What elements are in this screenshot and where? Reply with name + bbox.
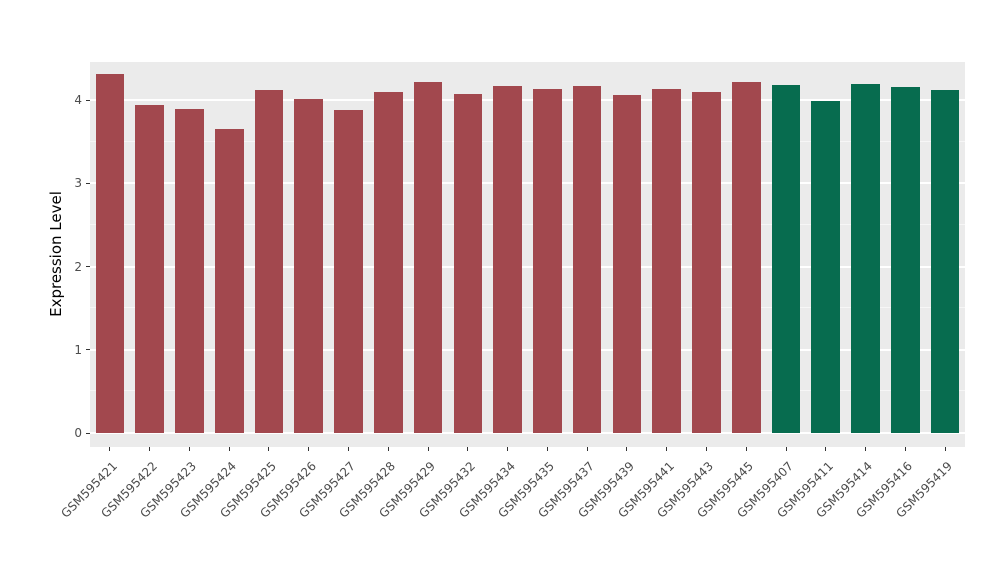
x-tick-mark <box>188 447 190 451</box>
bar-GSM595425 <box>254 90 284 433</box>
bar-GSM595427 <box>334 110 363 433</box>
bar-GSM595426 <box>294 98 324 433</box>
bar-GSM595414 <box>851 83 880 433</box>
minor-gridline <box>90 307 965 309</box>
bar-GSM595411 <box>811 101 841 433</box>
x-tick-label-wrap: GSM595419 <box>775 455 955 521</box>
major-gridline <box>90 265 965 268</box>
x-tick-mark <box>149 447 151 451</box>
major-gridline <box>90 432 965 434</box>
x-tick-mark <box>586 447 588 451</box>
x-tick-mark <box>228 447 230 451</box>
x-tick-mark <box>705 447 707 451</box>
bar-GSM595443 <box>692 91 721 433</box>
minor-gridline <box>90 224 965 226</box>
x-tick-mark <box>626 447 628 451</box>
bar-GSM595432 <box>453 94 483 433</box>
x-tick-mark <box>546 447 548 451</box>
y-tick-label: 4 <box>74 93 82 108</box>
bar-GSM595429 <box>413 81 443 433</box>
x-tick-mark <box>825 447 827 451</box>
x-tick-mark <box>268 447 270 451</box>
bar-GSM595441 <box>652 88 681 433</box>
y-tick-mark <box>86 349 90 351</box>
x-tick-mark <box>387 447 389 451</box>
y-tick-mark <box>86 432 90 434</box>
y-tick-label: 3 <box>74 176 82 191</box>
bar-GSM595416 <box>891 86 920 433</box>
x-tick-label: GSM595419 <box>893 459 956 521</box>
major-gridline <box>90 99 965 102</box>
x-tick-mark <box>745 447 747 451</box>
y-tick-mark <box>86 266 90 268</box>
y-tick-label: 1 <box>74 342 82 357</box>
bar-GSM595439 <box>612 95 642 433</box>
plot-panel <box>90 62 965 447</box>
x-tick-mark <box>865 447 867 451</box>
minor-gridline <box>90 390 965 392</box>
x-tick-mark <box>109 447 111 451</box>
x-tick-mark <box>904 447 906 451</box>
x-tick-mark <box>785 447 787 451</box>
bar-GSM595424 <box>214 129 244 433</box>
bar-GSM595428 <box>373 91 403 433</box>
bar-GSM595423 <box>175 109 204 433</box>
minor-gridline <box>90 140 965 142</box>
x-tick-mark <box>427 447 429 451</box>
major-gridline <box>90 348 965 351</box>
x-tick-mark <box>308 447 310 451</box>
bar-GSM595421 <box>95 73 125 433</box>
x-tick-mark <box>507 447 509 451</box>
bar-GSM595445 <box>731 81 761 433</box>
x-tick-mark <box>348 447 350 451</box>
y-tick-label: 2 <box>74 259 82 274</box>
bar-GSM595422 <box>135 105 164 433</box>
bar-GSM595407 <box>771 85 801 433</box>
y-axis-title: Expression Level <box>47 191 65 317</box>
y-tick-mark <box>86 99 90 101</box>
major-gridline <box>90 182 965 185</box>
bar-GSM595435 <box>533 89 562 433</box>
x-tick-mark <box>666 447 668 451</box>
y-tick-label: 0 <box>74 426 82 440</box>
x-tick-mark <box>467 447 469 451</box>
x-tick-mark <box>944 447 946 451</box>
y-tick-mark <box>86 182 90 184</box>
bar-GSM595434 <box>493 86 522 433</box>
bar-GSM595419 <box>930 90 960 433</box>
bar-GSM595437 <box>572 86 602 433</box>
